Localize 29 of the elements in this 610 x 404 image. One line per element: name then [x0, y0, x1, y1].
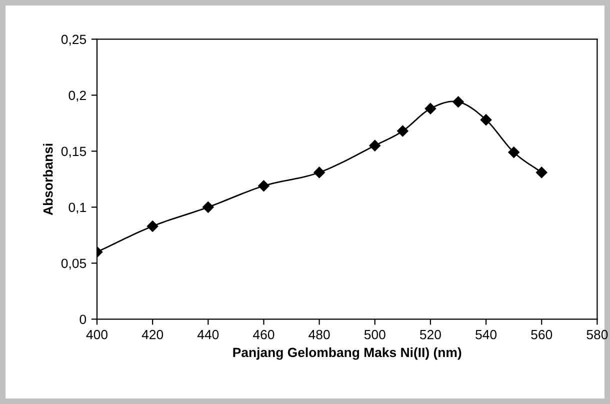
- y-axis-title: Absorbansi: [43, 144, 53, 216]
- x-tick-label: 420: [142, 330, 164, 340]
- x-tick-label: 580: [586, 330, 608, 340]
- x-axis-title: Panjang Gelombang Maks Ni(II) (nm): [233, 347, 462, 360]
- point: [508, 146, 520, 158]
- point: [536, 166, 548, 178]
- x-tick-label: 480: [308, 330, 330, 340]
- y-tick-label: 0,05: [61, 258, 86, 270]
- x-tick-label: 540: [476, 330, 497, 340]
- x-tick-label: 440: [197, 330, 219, 340]
- point: [202, 202, 214, 213]
- x-tick-label: 460: [253, 330, 274, 340]
- x-tick-label: 400: [86, 330, 108, 340]
- point: [397, 125, 408, 137]
- y-tick-label: 0,2: [68, 90, 86, 102]
- y-tick-label: 0,1: [68, 202, 86, 214]
- y-tick-label: 0,25: [61, 34, 86, 46]
- point: [146, 220, 158, 232]
- point: [452, 96, 464, 108]
- point: [369, 140, 380, 152]
- x-tick-label: 500: [364, 330, 386, 340]
- y-tick-label: 0: [80, 314, 86, 324]
- x-tick-label: 560: [531, 330, 552, 340]
- point: [480, 114, 492, 126]
- y-tick-label: 0,15: [61, 146, 86, 158]
- point: [258, 180, 270, 192]
- x-tick-label: 520: [420, 330, 441, 340]
- point: [424, 103, 436, 114]
- point: [314, 166, 325, 178]
